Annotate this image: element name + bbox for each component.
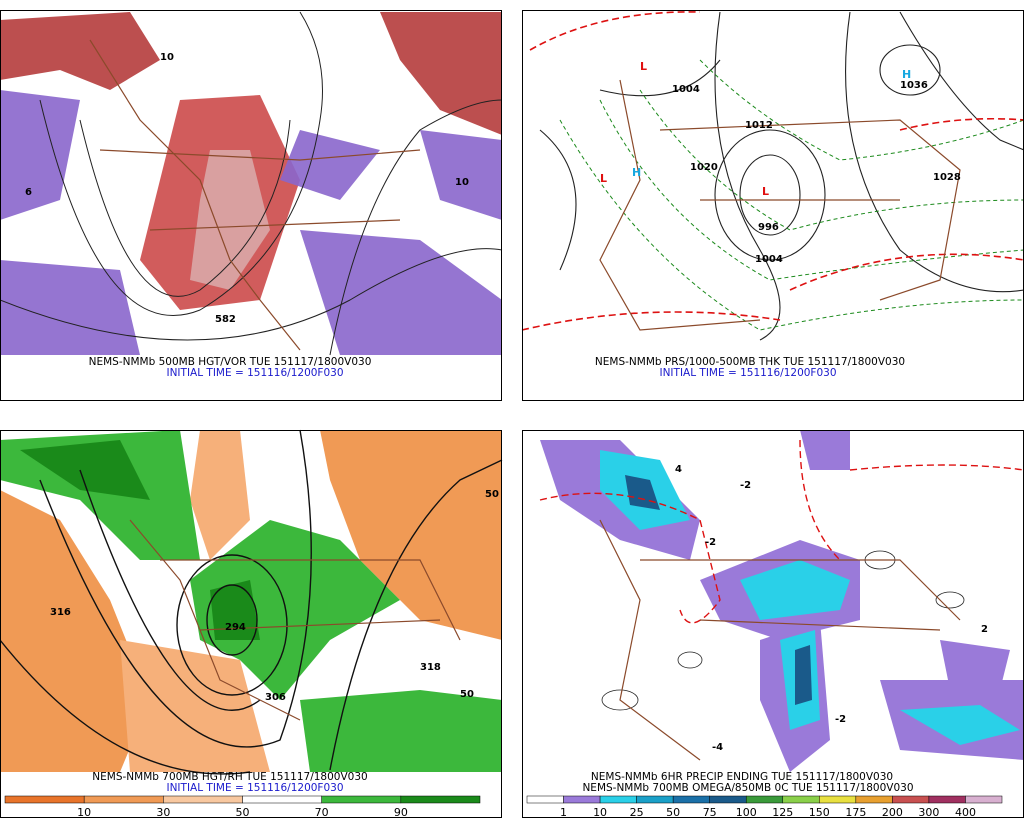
colorbar-segment xyxy=(928,795,966,804)
colorbar-label: 70 xyxy=(315,806,329,819)
map-label: 294 xyxy=(225,622,246,633)
colorbar-segment xyxy=(400,795,481,804)
map-label: 1036 xyxy=(900,80,928,91)
map-label: 316 xyxy=(50,607,71,618)
colorbar-label: 50 xyxy=(236,806,250,819)
colorbar: 1 10 25 50 75 100 125 150 175 200 300 400 xyxy=(526,795,1003,819)
colorbar-segment xyxy=(321,795,402,804)
map-label: 1004 xyxy=(672,84,700,95)
caption: INITIAL TIME = 151116/1200F030 xyxy=(166,782,343,794)
high: H xyxy=(632,166,641,179)
precip-moderate xyxy=(600,450,1020,745)
caption: NEMS-NMMb 700MB HGT/RH TUE 151117/1800V0… xyxy=(92,771,367,783)
colorbar-segment xyxy=(782,795,820,804)
colorbar-segment xyxy=(745,795,784,804)
colorbar-label: 25 xyxy=(630,806,644,819)
colorbar-label: 200 xyxy=(882,806,903,819)
map-label: -2 xyxy=(835,714,846,725)
map-label: 996 xyxy=(758,222,779,233)
colorbar-label: 50 xyxy=(666,806,680,819)
dry-area xyxy=(120,640,270,772)
colorbar-label: 400 xyxy=(955,806,976,819)
map-label: -2 xyxy=(740,480,751,491)
map-label: 10 xyxy=(160,52,174,63)
panel-frame xyxy=(0,10,502,401)
colorbar-segment xyxy=(709,795,747,804)
low: L xyxy=(762,185,769,198)
colorbar-label: 175 xyxy=(845,806,866,819)
map-label: 582 xyxy=(215,314,236,325)
colorbar-segment xyxy=(819,795,857,804)
colorbar-segment xyxy=(599,795,637,804)
caption: NEMS-NMMb 500MB HGT/VOR TUE 151117/1800V… xyxy=(89,356,372,368)
colorbar-segment xyxy=(636,795,674,804)
colorbar-segment xyxy=(855,795,893,804)
low: L xyxy=(600,172,607,185)
panel-frame xyxy=(0,430,502,818)
moist-core xyxy=(20,440,260,640)
colorbar-label: 100 xyxy=(736,806,757,819)
caption: NEMS-NMMb PRS/1000-500MB THK TUE 151117/… xyxy=(595,356,905,368)
caption: NEMS-NMMb 6HR PRECIP ENDING TUE 151117/1… xyxy=(591,771,893,783)
neg-vort xyxy=(0,90,502,355)
panel-precip: -2 4 -2 2 -4 -2 NEMS-NMMb 6HR PRECIP END… xyxy=(522,430,1024,819)
vort-area xyxy=(0,12,160,90)
colorbar-segment xyxy=(83,795,164,804)
colorbar-segment xyxy=(965,795,1003,804)
colorbar-segment xyxy=(242,795,322,804)
panel-frame xyxy=(522,10,1024,401)
dry-area xyxy=(0,490,150,772)
colorbar-segment xyxy=(672,795,710,804)
map-label: 1012 xyxy=(745,120,773,131)
colorbar-label: 150 xyxy=(809,806,830,819)
colorbar-segment xyxy=(526,795,564,804)
colorbar-segment xyxy=(892,795,930,804)
moist-area xyxy=(190,520,400,700)
map-label: 50 xyxy=(485,489,499,500)
map-label: 6 xyxy=(25,187,32,198)
map-label: 306 xyxy=(265,692,286,703)
colorbar-segment xyxy=(563,795,601,804)
colorbar-label: 300 xyxy=(918,806,939,819)
map-label: 2 xyxy=(981,624,988,635)
caption: INITIAL TIME = 151116/1200F030 xyxy=(659,367,836,379)
panel-500mb: 582 10 10 6 NEMS-NMMb 500MB HGT/VOR TUE … xyxy=(0,10,503,401)
map-label: 1028 xyxy=(933,172,961,183)
panel-prs: L L L H H 1004 1012 1020 1028 996 1036 1… xyxy=(521,10,1024,401)
map-label: -4 xyxy=(712,742,723,753)
colorbar-label: 90 xyxy=(394,806,408,819)
map-label: 1004 xyxy=(755,254,783,265)
colorbar-label: 1 xyxy=(560,806,567,819)
vort-area xyxy=(380,12,502,135)
colorbar-label: 125 xyxy=(772,806,793,819)
colorbar-label: 30 xyxy=(156,806,170,819)
colorbar-label: 10 xyxy=(77,806,91,819)
colorbar-label: 75 xyxy=(703,806,717,819)
map-label: 1020 xyxy=(690,162,718,173)
colorbar: 10 30 50 70 90 xyxy=(4,795,481,819)
map-label: -2 xyxy=(705,537,716,548)
map-label: 318 xyxy=(420,662,441,673)
dry-area xyxy=(190,430,250,560)
panel-700rh: 316 318 306 294 50 50 NEMS-NMMb 700MB HG… xyxy=(0,429,503,819)
caption: NEMS-NMMb 700MB OMEGA/850MB 0C TUE 15111… xyxy=(582,782,913,794)
caption: INITIAL TIME = 151116/1200F030 xyxy=(166,367,343,379)
precip-heavy xyxy=(625,475,812,705)
colorbar-segment xyxy=(163,795,243,804)
high: H xyxy=(902,68,911,81)
low: L xyxy=(640,60,647,73)
vort-core xyxy=(190,150,270,290)
moist-area xyxy=(300,690,502,772)
colorbar-segment xyxy=(4,795,85,804)
map-label: 50 xyxy=(460,689,474,700)
colorbar-label: 10 xyxy=(593,806,607,819)
map-label: 10 xyxy=(455,177,469,188)
map-label: 4 xyxy=(675,464,682,475)
